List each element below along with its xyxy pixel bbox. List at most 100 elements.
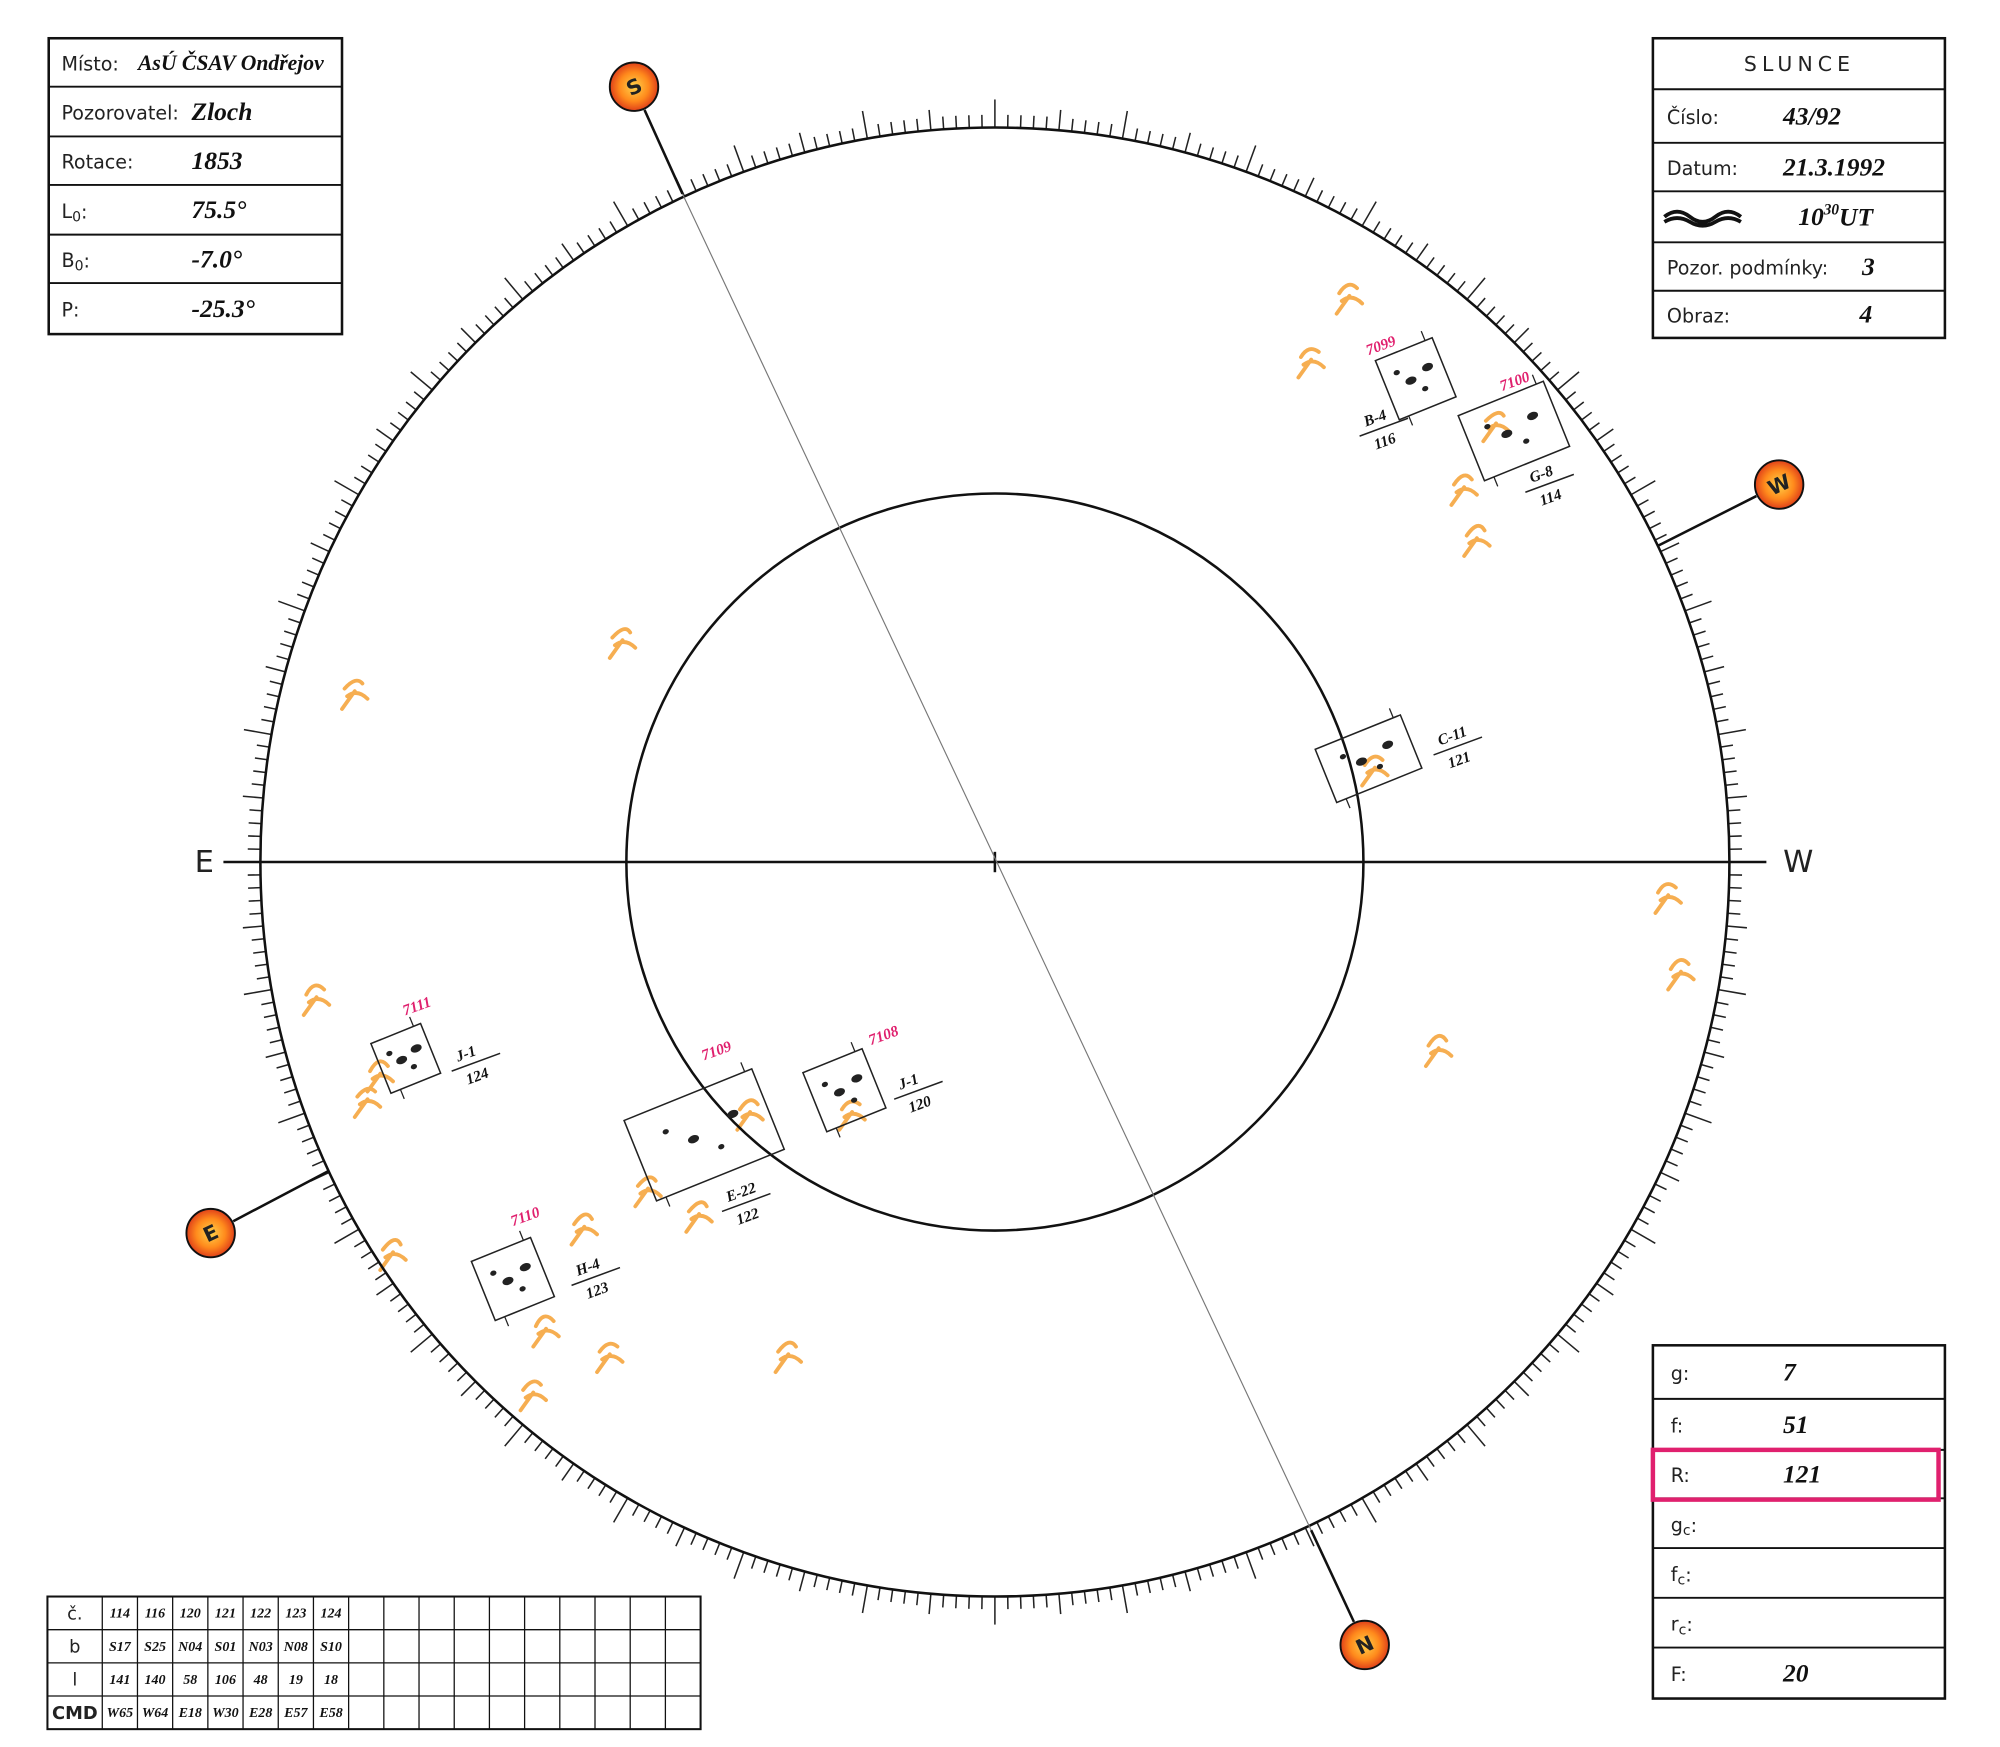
row-label-colon: :: [1685, 1563, 1691, 1586]
group-rule: [893, 1080, 943, 1100]
tick: [265, 665, 286, 673]
group-id: 116: [1372, 430, 1399, 454]
group-id: 124: [464, 1064, 492, 1088]
tick: [410, 371, 433, 391]
tick: [311, 557, 325, 564]
tick: [1032, 115, 1035, 129]
tick: [726, 1547, 733, 1560]
tick: [1070, 1592, 1074, 1606]
tick: [1630, 1228, 1656, 1244]
tick: [1665, 557, 1678, 564]
tick: [1725, 938, 1739, 941]
tick: [1722, 963, 1735, 967]
polar-axis: [681, 193, 1312, 1531]
group-type: J-1: [453, 1043, 479, 1066]
tick: [1504, 323, 1515, 335]
tick: [1096, 121, 1100, 135]
tick: [376, 428, 394, 442]
tick: [1581, 1303, 1593, 1313]
spot: [519, 1262, 531, 1272]
tick: [413, 391, 425, 401]
tick: [576, 1470, 585, 1482]
sunspot-group: [470, 1230, 556, 1327]
tick: [1710, 1026, 1724, 1031]
tick: [690, 179, 697, 192]
table-cell: S10: [320, 1640, 342, 1655]
box-tick: [1408, 415, 1414, 426]
tick: [1723, 950, 1737, 954]
tick: [1096, 1589, 1100, 1603]
tick: [280, 1076, 293, 1082]
row-label: P:: [61, 299, 79, 322]
tick: [1700, 655, 1714, 661]
tick: [1292, 1532, 1300, 1545]
tick: [1684, 1112, 1712, 1124]
tick: [280, 642, 293, 649]
tick: [598, 227, 607, 240]
tick: [903, 1590, 907, 1604]
facula: [518, 1379, 548, 1413]
tick: [1233, 155, 1239, 168]
spot: [386, 1050, 393, 1057]
tick: [1715, 1001, 1729, 1006]
tick: [1058, 109, 1062, 131]
tick: [1617, 465, 1630, 474]
tick: [249, 912, 263, 915]
tick: [1649, 522, 1662, 530]
group-type: J-1: [895, 1071, 921, 1094]
tick: [890, 1589, 894, 1603]
box-title: SLUNCE: [1744, 52, 1855, 76]
tick: [322, 1183, 336, 1191]
tick: [1121, 110, 1129, 139]
table-cell: W65: [107, 1706, 133, 1721]
spot: [718, 1144, 725, 1150]
tick: [654, 1516, 663, 1529]
tick: [334, 480, 360, 496]
tick: [714, 168, 721, 182]
spot: [833, 1088, 846, 1097]
tick: [1109, 1587, 1113, 1601]
box-tick: [409, 1016, 415, 1027]
tick: [1372, 221, 1381, 233]
tick: [798, 132, 806, 153]
table-cell: N03: [248, 1640, 273, 1655]
tick: [1121, 1585, 1129, 1614]
row-label: Pozorovatel:: [61, 102, 178, 125]
sunspot-group: [1374, 330, 1458, 426]
spot: [1393, 369, 1400, 376]
row-label: f:: [1671, 1414, 1683, 1437]
compass-disc: [185, 1207, 236, 1259]
tick: [877, 123, 881, 137]
spot: [1422, 385, 1429, 392]
tick: [609, 221, 618, 233]
facula: [773, 1340, 803, 1375]
row-label-sub: c: [1679, 1622, 1687, 1638]
tick: [413, 1323, 425, 1333]
row-value: 51: [1783, 1410, 1809, 1439]
tick: [484, 314, 495, 326]
table-cell: 120: [180, 1607, 201, 1622]
tick: [702, 1537, 709, 1551]
row-label-colon: :: [81, 200, 87, 223]
tick: [430, 371, 442, 381]
tick: [733, 145, 745, 173]
tick: [1083, 1590, 1087, 1604]
tick: [265, 1051, 286, 1059]
tick: [504, 277, 524, 300]
tick: [1245, 145, 1257, 173]
tick: [1624, 1239, 1636, 1248]
compass-line: [1309, 1529, 1356, 1623]
tick: [1208, 1564, 1215, 1577]
compass-disc: [1339, 1619, 1390, 1671]
tick: [1588, 422, 1600, 431]
tick: [1485, 1407, 1496, 1418]
facula: [340, 678, 370, 711]
tick: [851, 128, 856, 142]
tick: [1339, 1510, 1347, 1523]
tick: [1383, 227, 1392, 240]
group-rule: [571, 1266, 621, 1287]
tick: [916, 1592, 919, 1606]
